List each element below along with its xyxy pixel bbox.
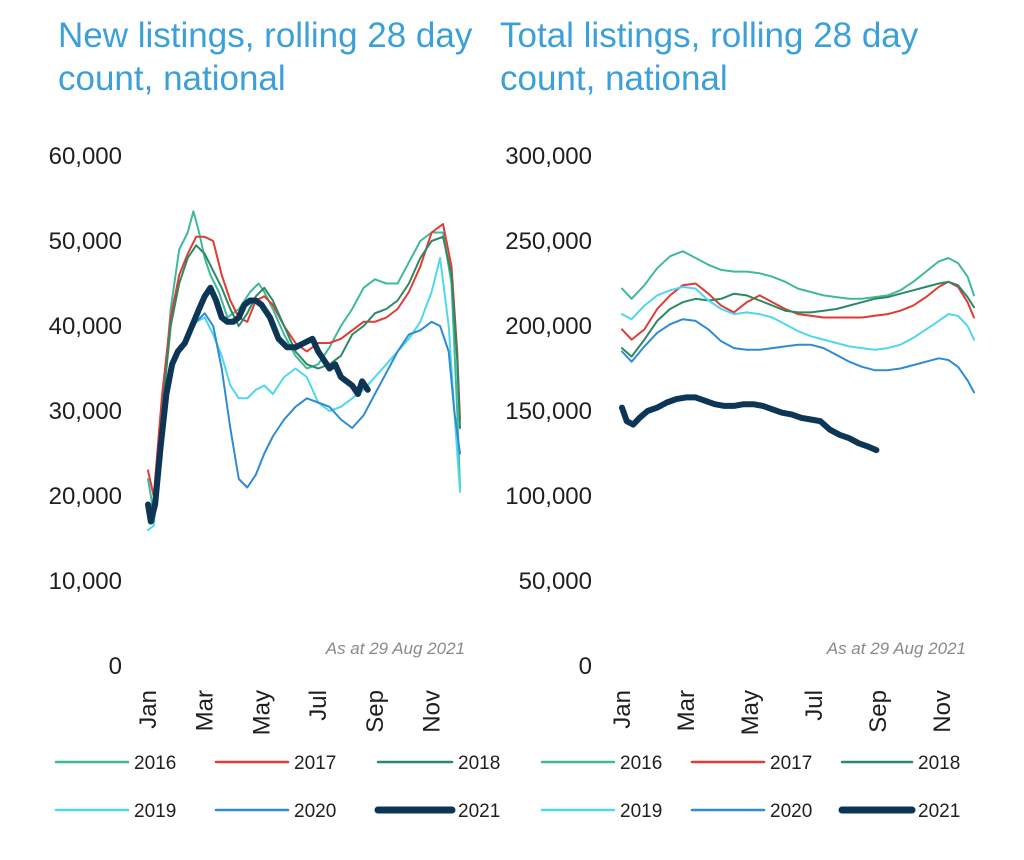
- series-line-2019: [147, 257, 461, 531]
- legend-label-2017: 2017: [294, 753, 336, 774]
- y-tick-label: 0: [579, 653, 592, 680]
- legend-label-2018: 2018: [458, 753, 500, 774]
- as-at-note: As at 29 Aug 2021: [325, 639, 465, 658]
- x-tick-label: Mar: [673, 690, 700, 731]
- total-listings-chart-title: Total listings, rolling 28 day count, na…: [500, 16, 919, 98]
- y-tick-label: 50,000: [49, 228, 122, 255]
- series-line-2016: [147, 210, 461, 514]
- y-tick-label: 0: [109, 653, 122, 680]
- y-tick-label: 20,000: [49, 483, 122, 510]
- total-listings-chart: 300,000 250,000 200,000 150,000 100,000 50,00…: [505, 143, 975, 822]
- x-tick-label: Nov: [929, 690, 956, 733]
- legend-label-2017: 2017: [770, 753, 812, 774]
- x-tick-label: May: [248, 690, 275, 735]
- new-listings-panel: New listings, rolling 28 day count, nati…: [0, 0, 501, 860]
- y-tick-label: 250,000: [505, 228, 592, 255]
- legend-label-2019: 2019: [134, 801, 176, 822]
- legend-label-2021: 2021: [918, 801, 960, 822]
- x-tick-label: Jan: [609, 690, 636, 729]
- legend-label-2016: 2016: [620, 753, 662, 774]
- series-line-2019: [621, 285, 975, 351]
- series-line-2018: [621, 280, 975, 358]
- legend-label-2020: 2020: [294, 801, 336, 822]
- new-listings-chart: 60,000 50,000 40,000 30,000 20,000 10,000 0 Jan…: [49, 143, 501, 822]
- y-tick-label: 10,000: [49, 568, 122, 595]
- y-tick-label: 50,000: [519, 568, 592, 595]
- legend-label-2018: 2018: [918, 753, 960, 774]
- as-at-note: As at 29 Aug 2021: [826, 639, 966, 658]
- legend-label-2021: 2021: [458, 801, 500, 822]
- y-tick-label: 200,000: [505, 313, 592, 340]
- y-tick-label: 30,000: [49, 398, 122, 425]
- x-tick-label: Jul: [801, 690, 828, 721]
- total-listings-panel: Total listings, rolling 28 day count, na…: [500, 0, 1024, 860]
- x-tick-label: Mar: [192, 690, 219, 731]
- new-listings-chart-title: New listings, rolling 28 day count, nati…: [58, 16, 473, 98]
- series-line-2017: [147, 223, 461, 497]
- y-tick-label: 300,000: [505, 143, 592, 170]
- x-tick-label: May: [737, 690, 764, 735]
- series-line-2020: [621, 318, 975, 394]
- series-line-2018: [147, 235, 461, 506]
- legend-label-2016: 2016: [134, 753, 176, 774]
- x-tick-label: Jul: [305, 690, 332, 721]
- x-tick-label: Sep: [865, 690, 892, 733]
- y-tick-label: 60,000: [49, 143, 122, 170]
- x-tick-label: Nov: [419, 690, 446, 733]
- legend-label-2020: 2020: [770, 801, 812, 822]
- x-tick-label: Jan: [135, 690, 162, 729]
- y-tick-label: 40,000: [49, 313, 122, 340]
- legend-label-2019: 2019: [620, 801, 662, 822]
- y-tick-label: 100,000: [505, 483, 592, 510]
- series-line-2021: [145, 284, 371, 525]
- series-line-2016: [621, 250, 975, 300]
- y-tick-label: 150,000: [505, 398, 592, 425]
- series-line-2021: [619, 394, 880, 454]
- x-tick-label: Sep: [362, 690, 389, 733]
